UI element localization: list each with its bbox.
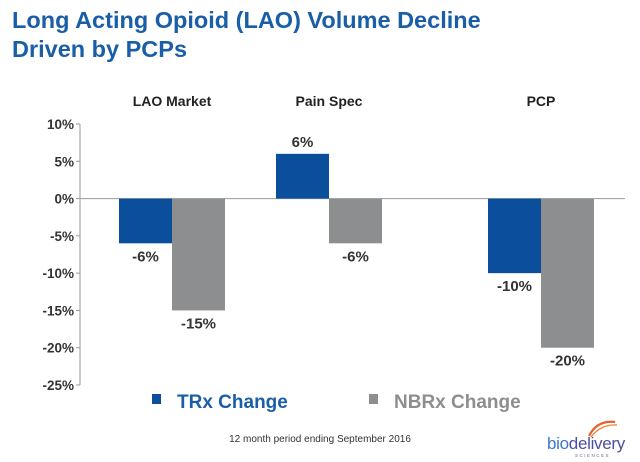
- logo-delivery-text: delivery: [568, 434, 625, 453]
- category-label: PCP: [527, 93, 556, 109]
- trx-bar: [488, 198, 541, 274]
- data-label: -15%: [181, 315, 216, 332]
- y-tick-label: 10%: [47, 117, 74, 132]
- y-tick-label: -5%: [50, 229, 74, 244]
- nbrx-bar: [172, 198, 225, 311]
- chart-title: Long Acting Opioid (LAO) Volume Decline …: [12, 6, 622, 64]
- company-logo: biodelivery SCIENCES: [541, 416, 637, 460]
- nbrx-bar: [329, 198, 382, 244]
- logo-bio-text: bio: [547, 434, 569, 453]
- legend-swatch: [369, 394, 378, 404]
- category-label: LAO Market: [133, 93, 212, 109]
- y-tick-label: 0%: [54, 192, 74, 207]
- data-label: -6%: [342, 248, 369, 265]
- logo-wordmark: biodelivery: [547, 434, 625, 454]
- data-label: 6%: [292, 134, 314, 151]
- data-label: -10%: [497, 278, 532, 295]
- footnote: 12 month period ending September 2016: [229, 434, 411, 445]
- y-tick-label: -10%: [42, 266, 74, 281]
- y-tick-label: 5%: [54, 154, 74, 169]
- y-tick-label: -25%: [42, 378, 74, 393]
- title-line-2: Driven by PCPs: [12, 36, 188, 62]
- data-label: -6%: [132, 248, 159, 265]
- legend-label: NBRx Change: [394, 392, 521, 413]
- legend-swatch: [152, 394, 161, 404]
- title-line-1: Long Acting Opioid (LAO) Volume Decline: [12, 7, 481, 33]
- y-tick-label: -20%: [42, 341, 74, 356]
- logo-subtext: SCIENCES: [575, 453, 611, 458]
- trx-bar: [276, 153, 329, 199]
- logo-swoosh-icon: [588, 420, 618, 438]
- y-tick-label: -15%: [42, 303, 74, 318]
- data-label: -20%: [550, 353, 585, 370]
- category-label: Pain Spec: [296, 93, 363, 109]
- nbrx-bar: [541, 198, 594, 348]
- legend-label: TRx Change: [177, 392, 288, 413]
- trx-bar: [119, 198, 172, 244]
